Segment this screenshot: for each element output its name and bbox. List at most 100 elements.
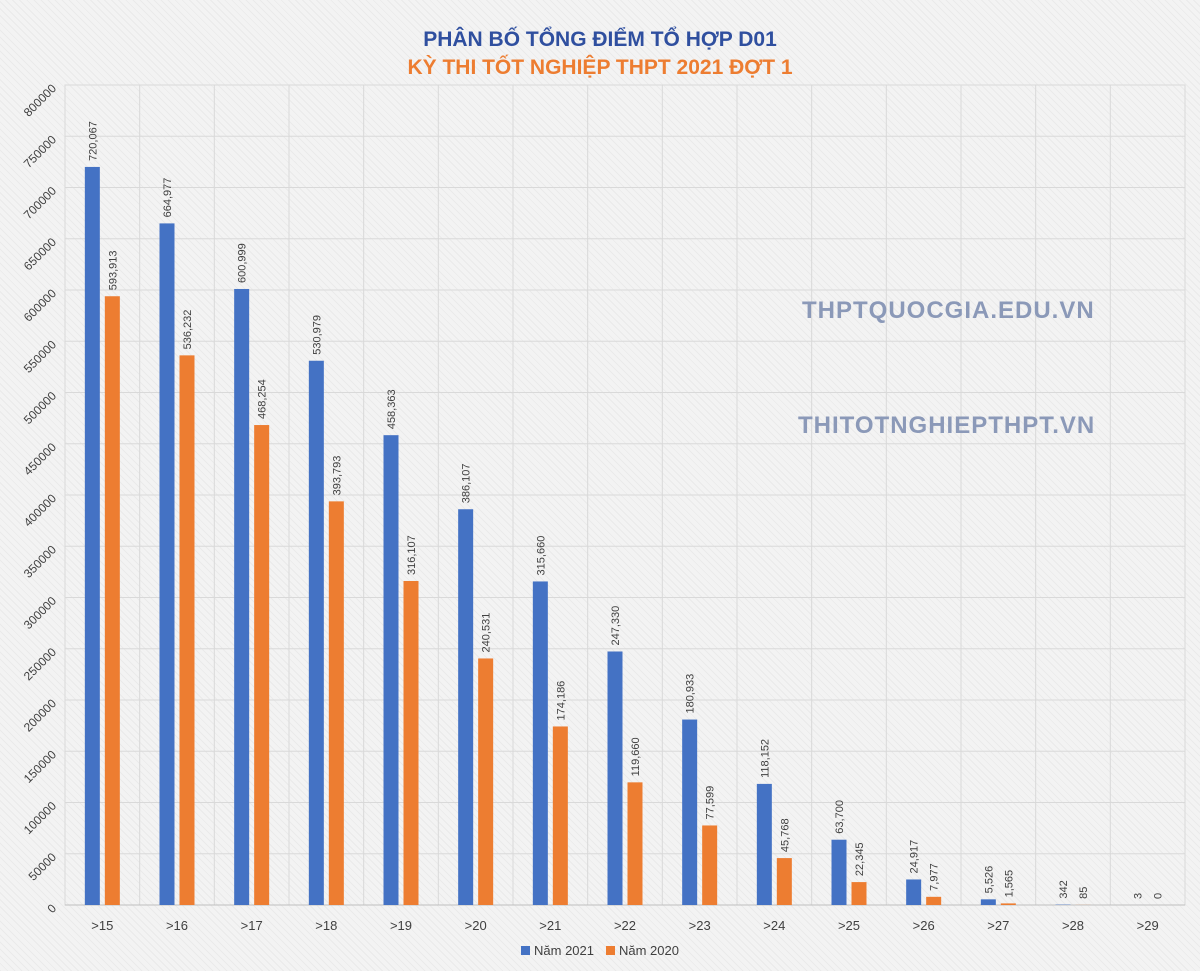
- data-label: 1,565: [1003, 870, 1015, 898]
- x-tick-label: >28: [1062, 918, 1084, 933]
- data-label: 315,660: [535, 536, 547, 576]
- x-tick-label: >26: [913, 918, 935, 933]
- data-label: 386,107: [461, 463, 473, 503]
- bar-năm-2021-4: [383, 435, 399, 905]
- data-label: 664,977: [162, 178, 174, 218]
- data-label: 468,254: [257, 379, 269, 419]
- bar-năm-2020-1: [179, 355, 195, 906]
- bar-năm-2021-6: [532, 581, 548, 905]
- data-label: 118,152: [759, 739, 771, 778]
- legend-swatch-2020: [606, 946, 615, 955]
- y-tick-label: 200000: [21, 696, 59, 734]
- y-tick-label: 500000: [21, 388, 59, 426]
- data-label: 393,793: [331, 456, 343, 496]
- bar-năm-2020-5: [478, 658, 494, 905]
- y-tick-label: 100000: [21, 798, 59, 836]
- watermark-1: THPTQUOCGIA.EDU.VN: [802, 297, 1095, 324]
- bar-năm-2020-10: [851, 882, 867, 905]
- data-label: 77,599: [705, 786, 717, 820]
- y-tick-label: 600000: [21, 286, 59, 324]
- bar-năm-2021-3: [308, 360, 324, 905]
- y-tick-label: 250000: [21, 645, 59, 683]
- y-tick-label: 350000: [21, 542, 59, 580]
- data-label: 119,660: [630, 737, 642, 776]
- x-tick-label: >23: [689, 918, 711, 933]
- y-tick-label: 750000: [21, 132, 59, 170]
- data-label: 3: [1133, 893, 1145, 899]
- x-tick-label: >17: [241, 918, 263, 933]
- bar-năm-2020-12: [1000, 903, 1016, 905]
- bar-năm-2021-9: [756, 783, 772, 905]
- bar-năm-2021-5: [458, 509, 474, 905]
- y-tick-label: 650000: [21, 235, 59, 273]
- data-label: 536,232: [182, 310, 194, 350]
- x-tick-label: >18: [315, 918, 337, 933]
- bar-năm-2020-4: [403, 580, 419, 905]
- x-tick-label: >19: [390, 918, 412, 933]
- bar-năm-2020-2: [254, 425, 270, 905]
- x-tick-label: >20: [465, 918, 487, 933]
- x-tick-label: >29: [1137, 918, 1159, 933]
- legend-swatch-2021: [521, 946, 531, 955]
- legend-label-2021: Năm 2021: [534, 943, 594, 958]
- y-tick-label: 450000: [21, 440, 59, 478]
- y-tick-label: 0: [44, 901, 59, 916]
- bar-năm-2020-0: [104, 296, 120, 906]
- x-tick-label: >27: [987, 918, 1009, 933]
- y-tick-label: 800000: [21, 81, 59, 119]
- data-label: 63,700: [834, 800, 846, 834]
- data-label: 0: [1153, 893, 1165, 899]
- data-label: 174,186: [555, 681, 567, 721]
- bar-năm-2020-8: [702, 825, 718, 905]
- data-label: 530,979: [311, 315, 323, 355]
- y-tick-label: 400000: [21, 491, 59, 529]
- data-label: 180,933: [685, 674, 697, 714]
- legend-label-2020: Năm 2020: [619, 943, 679, 958]
- bar-năm-2020-11: [926, 896, 942, 905]
- x-tick-label: >22: [614, 918, 636, 933]
- data-label: 5,526: [983, 866, 995, 894]
- data-label: 22,345: [854, 842, 866, 876]
- data-label: 45,768: [779, 818, 791, 852]
- chart-subtitle: KỲ THI TỐT NGHIỆP THPT 2021 ĐỢT 1: [407, 56, 793, 79]
- chart-title: PHÂN BỐ TỔNG ĐIỂM TỔ HỢP D01: [423, 28, 777, 51]
- x-tick-label: >21: [539, 918, 561, 933]
- y-tick-label: 50000: [26, 850, 60, 884]
- bar-năm-2021-12: [980, 899, 996, 905]
- data-label: 593,913: [107, 250, 119, 290]
- y-tick-label: 700000: [21, 183, 59, 221]
- bar-năm-2021-11: [906, 879, 922, 905]
- data-label: 240,531: [481, 613, 493, 653]
- bar-năm-2021-1: [159, 223, 175, 906]
- x-tick-label: >25: [838, 918, 860, 933]
- bar-năm-2021-8: [682, 719, 698, 905]
- data-label: 85: [1078, 887, 1090, 899]
- data-label: 7,977: [929, 863, 941, 891]
- data-label: 342: [1058, 880, 1070, 898]
- x-tick-label: >15: [91, 918, 113, 933]
- bar-năm-2020-7: [627, 782, 643, 905]
- chart-legend: Năm 2021 Năm 2020: [0, 943, 1200, 958]
- y-tick-label: 150000: [21, 747, 59, 785]
- bar-năm-2020-9: [776, 858, 792, 905]
- bar-năm-2021-10: [831, 839, 847, 905]
- data-label: 720,067: [87, 121, 99, 161]
- bar-năm-2020-6: [552, 726, 568, 905]
- bar-năm-2021-7: [607, 651, 623, 905]
- data-label: 24,917: [909, 840, 921, 874]
- data-label: 458,363: [386, 389, 398, 429]
- bar-năm-2021-0: [84, 166, 100, 905]
- x-tick-label: >16: [166, 918, 188, 933]
- data-label: 247,330: [610, 606, 622, 646]
- legend-item-2020: Năm 2020: [606, 943, 679, 958]
- legend-item-2021: Năm 2021: [521, 943, 594, 958]
- data-label: 316,107: [406, 535, 418, 575]
- watermark-2: THITOTNGHIEPTHPT.VN: [798, 412, 1096, 439]
- data-label: 600,999: [237, 243, 249, 283]
- y-tick-label: 300000: [21, 593, 59, 631]
- bar-năm-2021-2: [234, 288, 250, 905]
- x-tick-label: >24: [763, 918, 785, 933]
- bar-năm-2020-3: [328, 501, 344, 905]
